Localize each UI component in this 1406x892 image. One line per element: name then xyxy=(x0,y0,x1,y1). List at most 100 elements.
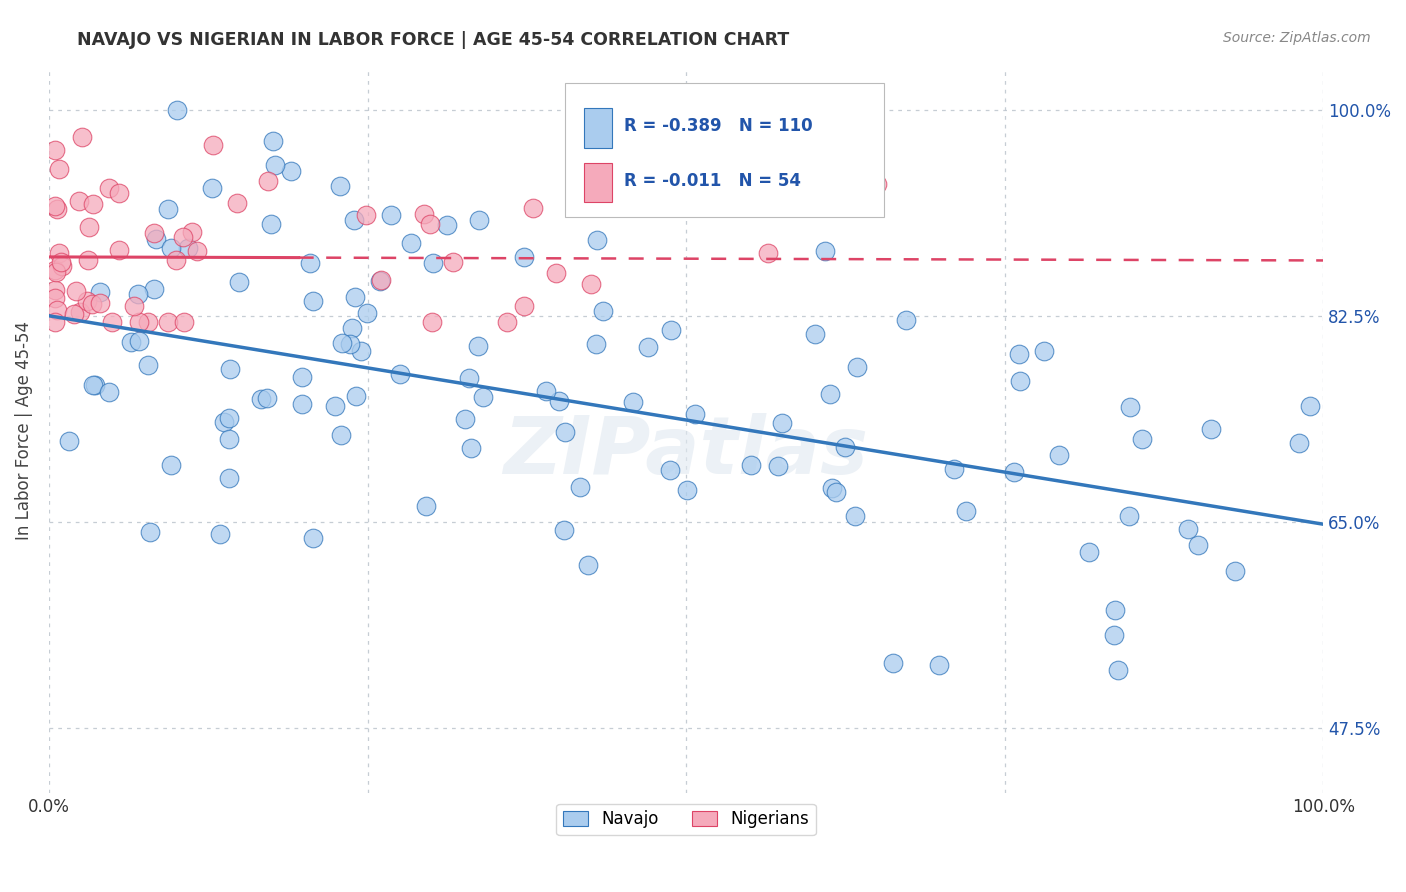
Point xyxy=(226,196,249,211)
Point xyxy=(67,194,90,209)
Point xyxy=(422,256,444,270)
Point xyxy=(219,362,242,376)
Point xyxy=(1223,564,1246,578)
Point xyxy=(1118,509,1140,524)
Point xyxy=(89,285,111,300)
Text: R = -0.389   N = 110: R = -0.389 N = 110 xyxy=(624,118,813,136)
Point xyxy=(97,385,120,400)
Point xyxy=(942,461,965,475)
Point xyxy=(495,315,517,329)
Point xyxy=(894,313,917,327)
Point xyxy=(380,208,402,222)
Point xyxy=(468,212,491,227)
Point xyxy=(1032,344,1054,359)
Point xyxy=(46,303,69,318)
Point xyxy=(579,277,602,291)
Point xyxy=(544,266,567,280)
Point xyxy=(592,304,614,318)
Point xyxy=(1107,663,1129,677)
Point xyxy=(157,202,180,216)
Point xyxy=(955,503,977,517)
Point xyxy=(120,335,142,350)
Point xyxy=(51,259,73,273)
Point xyxy=(250,392,273,407)
Point xyxy=(472,390,495,404)
Legend: Navajo, Nigerians: Navajo, Nigerians xyxy=(557,804,815,835)
Point xyxy=(128,334,150,349)
Point xyxy=(218,411,240,425)
Point xyxy=(356,208,378,222)
Point xyxy=(145,232,167,246)
Point xyxy=(291,397,314,411)
Text: NAVAJO VS NIGERIAN IN LABOR FORCE | AGE 45-54 CORRELATION CHART: NAVAJO VS NIGERIAN IN LABOR FORCE | AGE … xyxy=(77,31,790,49)
Point xyxy=(343,213,366,227)
Point xyxy=(299,256,322,270)
Point xyxy=(262,134,284,148)
Point xyxy=(107,186,129,201)
Point xyxy=(568,480,591,494)
Point xyxy=(356,305,378,319)
Point xyxy=(124,299,146,313)
Point xyxy=(166,103,188,117)
Point xyxy=(770,416,793,430)
Point xyxy=(825,485,848,500)
Point xyxy=(1187,538,1209,552)
Point xyxy=(291,370,314,384)
Point xyxy=(218,432,240,446)
Point xyxy=(69,305,91,319)
Point xyxy=(436,219,458,233)
Point xyxy=(513,299,536,313)
Point xyxy=(821,481,844,495)
Point xyxy=(928,658,950,673)
Point xyxy=(1047,448,1070,462)
Point xyxy=(101,315,124,329)
Point xyxy=(388,367,411,381)
Point xyxy=(415,499,437,513)
Point xyxy=(1130,432,1153,446)
Point xyxy=(177,240,200,254)
Point xyxy=(45,265,67,279)
Point xyxy=(621,395,644,409)
Point xyxy=(76,294,98,309)
Y-axis label: In Labor Force | Age 45-54: In Labor Force | Age 45-54 xyxy=(15,321,32,540)
Point xyxy=(1077,545,1099,559)
Point xyxy=(683,407,706,421)
Point xyxy=(82,378,104,392)
Point xyxy=(136,359,159,373)
Point xyxy=(165,252,187,267)
Point xyxy=(401,235,423,250)
Point xyxy=(76,253,98,268)
Point xyxy=(44,291,66,305)
Point xyxy=(554,425,576,439)
Point xyxy=(834,440,856,454)
Point xyxy=(127,287,149,301)
Point xyxy=(82,197,104,211)
Point xyxy=(330,427,353,442)
Point xyxy=(342,320,364,334)
Point xyxy=(866,178,889,192)
Point xyxy=(65,284,87,298)
Point xyxy=(48,246,70,260)
Point xyxy=(63,307,86,321)
Point xyxy=(420,315,443,329)
FancyBboxPatch shape xyxy=(565,83,883,217)
Point xyxy=(44,262,66,277)
Point xyxy=(323,399,346,413)
Point xyxy=(1104,628,1126,642)
Point xyxy=(260,217,283,231)
Point xyxy=(349,344,371,359)
Point xyxy=(768,458,790,473)
Bar xyxy=(583,162,612,202)
Point xyxy=(659,323,682,337)
Point xyxy=(553,523,575,537)
Point xyxy=(339,337,361,351)
Point xyxy=(467,338,489,352)
Point xyxy=(136,315,159,329)
Point xyxy=(585,233,607,247)
Point xyxy=(97,181,120,195)
Point xyxy=(419,217,441,231)
Point xyxy=(329,179,352,194)
Point xyxy=(58,434,80,449)
Point xyxy=(51,254,73,268)
Point xyxy=(845,360,868,375)
